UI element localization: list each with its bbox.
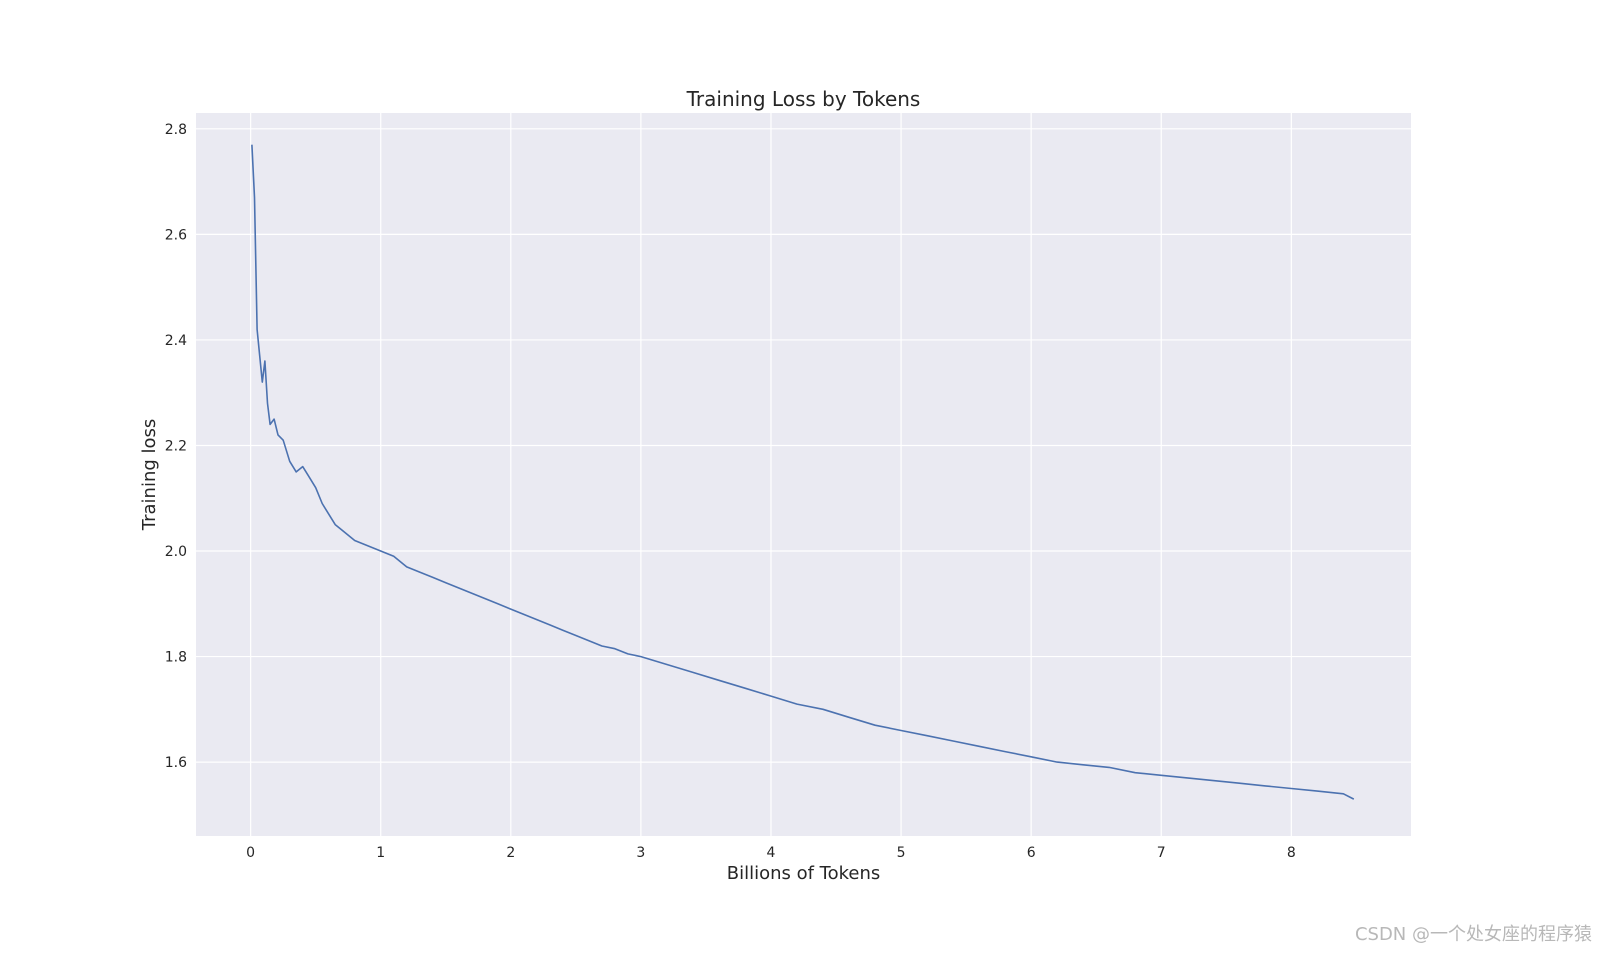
x-tick-label: 1 <box>376 845 385 861</box>
x-axis-label: Billions of Tokens <box>727 863 881 884</box>
x-tick-label: 3 <box>636 845 645 861</box>
x-tick-label: 5 <box>897 845 906 861</box>
x-tick-label: 0 <box>246 845 255 861</box>
y-tick-label: 2.8 <box>165 122 187 138</box>
x-tick-labels: 0 1 2 3 4 5 6 7 8 <box>246 845 1296 861</box>
series-line <box>251 144 1355 800</box>
y-tick-label: 2.2 <box>165 438 187 454</box>
series-layer <box>251 144 1355 800</box>
y-tick-labels: 1.6 1.8 2.0 2.2 2.4 2.6 2.8 <box>165 122 187 771</box>
grid <box>196 113 1411 836</box>
y-tick-label: 1.8 <box>165 650 187 666</box>
y-tick-label: 2.6 <box>165 227 187 243</box>
x-tick-label: 4 <box>767 845 776 861</box>
y-tick-label: 2.4 <box>165 333 187 349</box>
plot-background <box>196 113 1411 836</box>
x-tick-label: 2 <box>506 845 515 861</box>
y-axis-label: Training loss <box>139 419 160 532</box>
x-tick-label: 6 <box>1027 845 1036 861</box>
y-tick-label: 1.6 <box>165 755 187 771</box>
y-tick-label: 2.0 <box>165 544 187 560</box>
x-tick-label: 7 <box>1157 845 1166 861</box>
x-tick-label: 8 <box>1287 845 1296 861</box>
watermark: CSDN @一个处女座的程序猿 <box>1354 924 1592 945</box>
chart-title: Training Loss by Tokens <box>686 87 921 111</box>
